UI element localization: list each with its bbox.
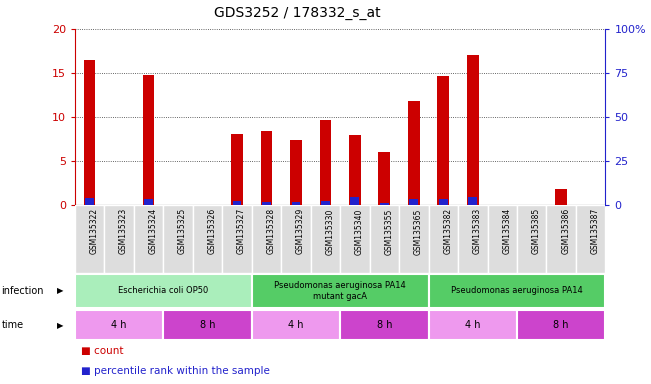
Bar xyxy=(292,202,300,205)
Bar xyxy=(260,131,272,205)
Bar xyxy=(380,203,389,205)
FancyBboxPatch shape xyxy=(340,205,370,273)
Text: time: time xyxy=(1,320,23,331)
Bar xyxy=(378,152,390,205)
FancyBboxPatch shape xyxy=(428,274,605,308)
Text: ▶: ▶ xyxy=(57,321,63,330)
Bar xyxy=(555,189,567,205)
FancyBboxPatch shape xyxy=(75,310,163,341)
FancyBboxPatch shape xyxy=(222,205,252,273)
FancyBboxPatch shape xyxy=(311,205,340,273)
FancyBboxPatch shape xyxy=(281,205,311,273)
Text: GSM135384: GSM135384 xyxy=(503,208,511,254)
FancyBboxPatch shape xyxy=(428,205,458,273)
Text: GSM135324: GSM135324 xyxy=(148,208,158,254)
Text: Escherichia coli OP50: Escherichia coli OP50 xyxy=(118,286,208,295)
Text: GSM135387: GSM135387 xyxy=(590,208,600,254)
Text: GSM135355: GSM135355 xyxy=(384,208,393,255)
FancyBboxPatch shape xyxy=(252,310,340,341)
Text: Pseudomonas aeruginosa PA14: Pseudomonas aeruginosa PA14 xyxy=(451,286,583,295)
Bar xyxy=(84,60,96,205)
FancyBboxPatch shape xyxy=(546,205,576,273)
Bar xyxy=(467,55,478,205)
Text: GSM135385: GSM135385 xyxy=(532,208,541,254)
Bar xyxy=(262,202,271,205)
Text: 8 h: 8 h xyxy=(200,320,215,331)
FancyBboxPatch shape xyxy=(517,310,605,341)
Text: ■ count: ■ count xyxy=(81,346,124,356)
Text: GSM135327: GSM135327 xyxy=(237,208,246,254)
Bar xyxy=(437,76,449,205)
Text: ▶: ▶ xyxy=(57,286,63,295)
FancyBboxPatch shape xyxy=(252,274,428,308)
Text: 8 h: 8 h xyxy=(553,320,569,331)
Text: GDS3252 / 178332_s_at: GDS3252 / 178332_s_at xyxy=(214,7,381,20)
FancyBboxPatch shape xyxy=(517,205,546,273)
Bar xyxy=(321,201,330,205)
Text: GSM135323: GSM135323 xyxy=(119,208,128,254)
Text: ■ percentile rank within the sample: ■ percentile rank within the sample xyxy=(81,366,270,376)
FancyBboxPatch shape xyxy=(163,205,193,273)
Bar xyxy=(409,199,418,205)
Bar xyxy=(290,140,302,205)
Text: GSM135322: GSM135322 xyxy=(90,208,98,254)
FancyBboxPatch shape xyxy=(340,310,428,341)
Bar xyxy=(468,197,477,205)
Bar xyxy=(231,134,243,205)
FancyBboxPatch shape xyxy=(104,205,134,273)
FancyBboxPatch shape xyxy=(193,205,222,273)
Text: GSM135329: GSM135329 xyxy=(296,208,305,254)
Text: GSM135365: GSM135365 xyxy=(414,208,423,255)
FancyBboxPatch shape xyxy=(458,205,488,273)
Text: GSM135330: GSM135330 xyxy=(326,208,335,255)
Bar xyxy=(350,197,359,205)
Bar xyxy=(349,135,361,205)
Text: GSM135325: GSM135325 xyxy=(178,208,187,254)
Text: 8 h: 8 h xyxy=(377,320,392,331)
Text: GSM135340: GSM135340 xyxy=(355,208,364,255)
Text: GSM135328: GSM135328 xyxy=(266,208,275,254)
Bar xyxy=(143,75,154,205)
Bar xyxy=(144,199,153,205)
FancyBboxPatch shape xyxy=(134,205,163,273)
Text: GSM135383: GSM135383 xyxy=(473,208,482,254)
FancyBboxPatch shape xyxy=(428,310,517,341)
FancyBboxPatch shape xyxy=(488,205,517,273)
FancyBboxPatch shape xyxy=(75,205,104,273)
Text: 4 h: 4 h xyxy=(288,320,303,331)
FancyBboxPatch shape xyxy=(163,310,252,341)
Bar xyxy=(408,101,420,205)
Text: infection: infection xyxy=(1,286,44,296)
Text: Pseudomonas aeruginosa PA14
mutant gacA: Pseudomonas aeruginosa PA14 mutant gacA xyxy=(274,281,406,301)
Bar xyxy=(232,201,242,205)
Text: 4 h: 4 h xyxy=(111,320,127,331)
FancyBboxPatch shape xyxy=(576,205,605,273)
Bar xyxy=(320,120,331,205)
Bar xyxy=(85,198,94,205)
FancyBboxPatch shape xyxy=(399,205,428,273)
Text: GSM135386: GSM135386 xyxy=(561,208,570,254)
FancyBboxPatch shape xyxy=(370,205,399,273)
Text: GSM135326: GSM135326 xyxy=(208,208,217,254)
Text: GSM135382: GSM135382 xyxy=(443,208,452,254)
FancyBboxPatch shape xyxy=(252,205,281,273)
Text: 4 h: 4 h xyxy=(465,320,480,331)
FancyBboxPatch shape xyxy=(75,274,252,308)
Bar xyxy=(439,199,448,205)
